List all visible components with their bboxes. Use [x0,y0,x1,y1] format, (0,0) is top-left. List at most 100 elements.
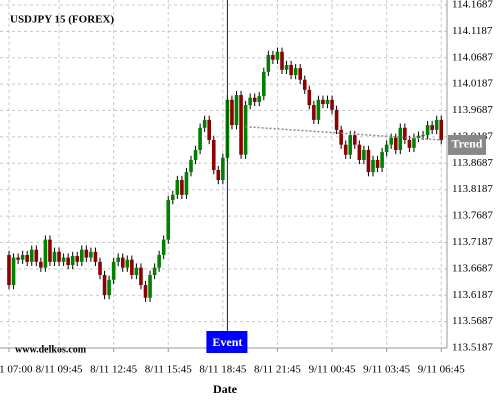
candle-body [139,267,143,286]
candle-body [130,259,134,276]
candle-body [316,99,321,120]
watermark: www.delkos.com [15,344,87,355]
candle-body [102,275,107,296]
candle-body [280,51,284,70]
candle-body [89,251,93,258]
y-tick-label: 113.6187 [452,289,493,301]
candle-body [334,109,339,130]
candle-body [384,144,389,153]
candle-body [166,200,171,240]
trend-label: Trend [452,137,483,151]
candle-body [152,267,157,276]
candle-body [93,251,98,262]
candle-body [230,99,234,126]
candle-body [29,249,34,262]
candle-body [16,257,20,260]
event-label: Event [212,335,242,349]
candle-body [107,279,111,296]
candle-body [375,159,380,168]
candle-body [412,137,416,148]
candle-body [239,95,243,155]
candle-body [421,135,425,137]
candle-body [125,259,130,268]
candle-body [116,257,120,262]
candle-body [98,261,102,276]
candle-body [20,254,25,260]
candle-body [380,152,384,168]
candle-body [111,261,116,280]
candle-body [48,239,52,262]
candle-body [57,251,61,262]
candle-body [348,135,353,155]
x-tick-label: 8/11 07:00 [0,364,33,376]
x-tick-label: 9/11 03:45 [363,364,410,376]
candle-body [252,97,257,102]
candle-body [430,125,434,130]
candle-body [293,68,298,76]
y-tick-label: 114.0687 [452,51,493,63]
candle-body [275,51,280,60]
candle-body [248,97,252,106]
candle-body [120,257,125,268]
candle-body [134,267,139,276]
candle-body [339,129,343,145]
candle-body [43,239,48,268]
x-tick-label: 8/11 18:45 [199,364,246,376]
y-tick-label: 113.5187 [452,342,493,354]
y-tick-label: 114.1187 [452,25,493,37]
candle-body [198,127,202,150]
candle-body [403,127,407,140]
x-axis-title: Date [213,382,238,396]
candle-body [416,135,421,138]
x-tick-label: 8/11 21:45 [254,364,301,376]
candle-body [393,137,398,150]
x-tick-label: 8/11 12:45 [90,364,137,376]
candle-body [39,261,43,268]
candle-body [302,79,307,90]
candle-body [193,149,198,160]
candle-body [398,127,403,150]
candle-body [266,54,271,72]
candle-body [75,256,80,262]
candle-body [298,68,302,80]
candle-body [202,119,207,128]
candle-body [80,249,84,262]
candle-body [70,256,75,265]
candle-body [243,105,248,155]
x-tick-label: 8/11 15:45 [145,364,192,376]
event-label-box [206,331,248,353]
y-tick-label: 114.0187 [452,78,493,90]
candle-body [216,170,221,181]
x-tick-label: 9/11 06:45 [418,364,465,376]
candle-body [157,254,161,268]
y-tick-label: 113.5687 [452,315,493,327]
candle-body [389,137,393,145]
candle-body [439,119,444,140]
candle-body [184,172,189,195]
candle-body [434,119,439,130]
candle-body [312,105,316,120]
y-tick-label: 113.6687 [452,262,493,274]
candle-body [307,89,312,106]
candle-body [66,257,70,265]
candle-body [325,99,330,105]
candle-body [234,95,239,126]
y-tick-label: 113.8687 [452,157,493,169]
candle-body [189,159,193,173]
candle-body [52,251,57,262]
candle-body [171,194,175,201]
candle-body [11,257,16,286]
candle-body [84,249,89,258]
candle-body [148,275,152,298]
candle-body [61,257,66,262]
candle-body [371,159,375,173]
y-tick-label: 113.8187 [452,183,493,195]
candle-body [366,149,371,173]
candle-body [143,285,148,298]
trend-line [245,125,442,141]
candle-body [271,54,275,60]
candle-body [25,254,29,262]
candle-body [180,180,184,195]
